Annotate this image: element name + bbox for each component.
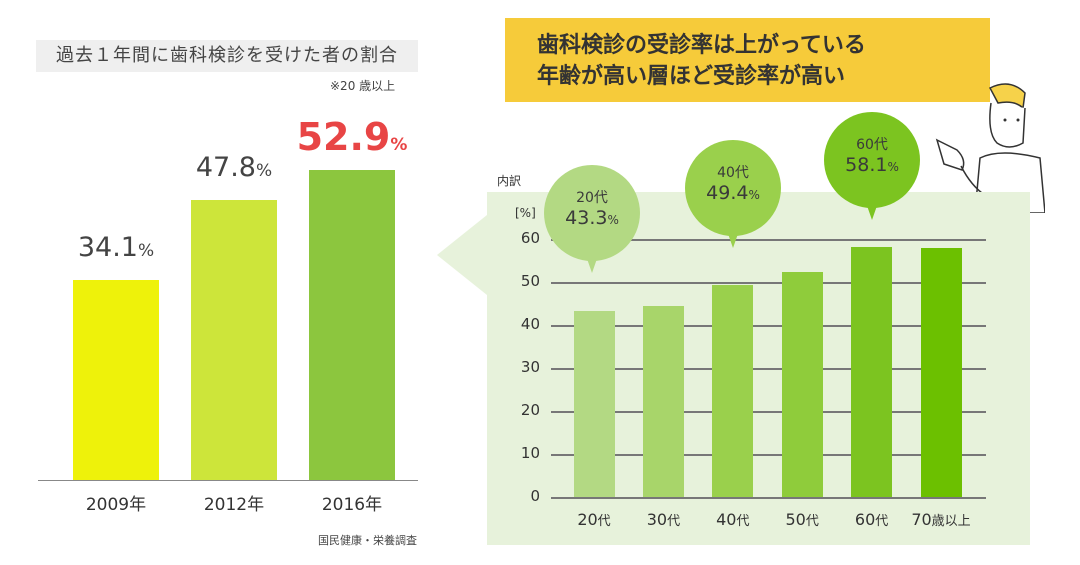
- left-category-label: 2016年: [321, 495, 383, 515]
- gridline: [551, 239, 986, 241]
- y-tick-label: 50: [520, 272, 540, 290]
- y-tick-label: 10: [520, 444, 540, 462]
- x-category-label: 20代: [577, 510, 611, 529]
- source-label: 国民健康・栄養調査: [318, 534, 417, 547]
- y-tick-label: 20: [520, 401, 540, 419]
- left-value-label: 47.8%: [195, 151, 273, 183]
- right-bar: [920, 248, 962, 497]
- left-bar: [309, 170, 395, 480]
- panel-pointer: [437, 215, 487, 295]
- age-note: ※20 歳以上: [330, 79, 396, 93]
- left-chart-title: 過去１年間に歯科検診を受けた者の割合: [36, 40, 418, 72]
- left-baseline: [38, 480, 418, 481]
- value-callout: 40代 49.4%: [685, 140, 781, 236]
- left-value-label: 52.9%: [296, 115, 408, 159]
- headline-line-2: 年齢が高い層ほど受診率が高い: [537, 64, 846, 89]
- right-bar: [642, 305, 684, 497]
- right-bar: [712, 284, 754, 497]
- gridline: [551, 411, 986, 413]
- left-category-label: 2012年: [203, 495, 265, 515]
- y-axis-unit: [%]: [515, 206, 536, 220]
- y-tick-label: 60: [520, 229, 540, 247]
- x-category-label: 40代: [716, 510, 750, 529]
- gridline: [551, 325, 986, 327]
- breakdown-title: 内訳: [497, 174, 522, 188]
- headline-line-1: 歯科検診の受診率は上がっている: [537, 33, 866, 58]
- x-category-label: 30代: [646, 510, 681, 529]
- value-callout: 20代 43.3%: [544, 165, 640, 261]
- headline-banner: 歯科検診の受診率は上がっている 年齢が高い層ほど受診率が高い: [505, 18, 990, 102]
- x-category-label: 70歳以上: [911, 510, 971, 529]
- y-tick-label: 0: [530, 487, 540, 505]
- left-bar: [73, 280, 159, 480]
- y-tick-label: 40: [520, 315, 540, 333]
- left-value-label: 34.1%: [77, 232, 155, 264]
- right-bar: [781, 272, 823, 497]
- y-tick-label: 30: [520, 358, 540, 376]
- gridline: [551, 454, 986, 456]
- gridline: [551, 368, 986, 370]
- left-bar: [191, 199, 277, 480]
- gridline: [551, 497, 986, 499]
- gridline: [551, 282, 986, 284]
- x-category-label: 60代: [854, 510, 889, 529]
- value-callout: 60代 58.1%: [824, 112, 920, 208]
- left-category-label: 2009年: [85, 495, 147, 515]
- right-bar: [573, 310, 615, 497]
- right-bar: [851, 247, 893, 497]
- x-category-label: 50代: [785, 510, 819, 529]
